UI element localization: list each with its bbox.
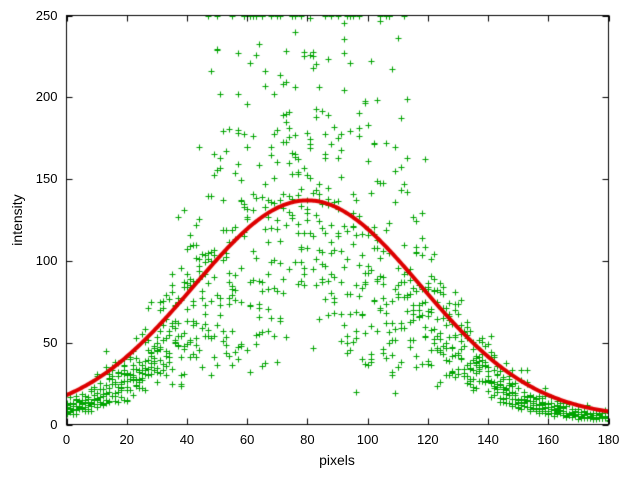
x-tick-label: 40 [179, 431, 195, 447]
x-tick-label: 80 [300, 431, 315, 447]
y-tick-label: 200 [35, 89, 58, 105]
x-tick-label: 100 [356, 431, 379, 447]
x-tick-label: 120 [416, 431, 439, 447]
x-tick-label: 20 [119, 431, 134, 447]
y-tick-label: 150 [35, 171, 58, 187]
y-tick-label: 100 [35, 252, 58, 268]
y-tick-label: 250 [35, 7, 58, 23]
x-tick-label: 0 [62, 431, 71, 447]
x-tick-label: 160 [537, 431, 560, 447]
y-tick-label: 0 [50, 416, 58, 432]
x-axis-label: pixels [319, 452, 355, 468]
x-tick-label: 60 [239, 431, 255, 447]
x-tick-label: 180 [597, 431, 620, 447]
y-tick-label: 50 [43, 334, 58, 350]
x-tick-label: 140 [477, 431, 499, 447]
